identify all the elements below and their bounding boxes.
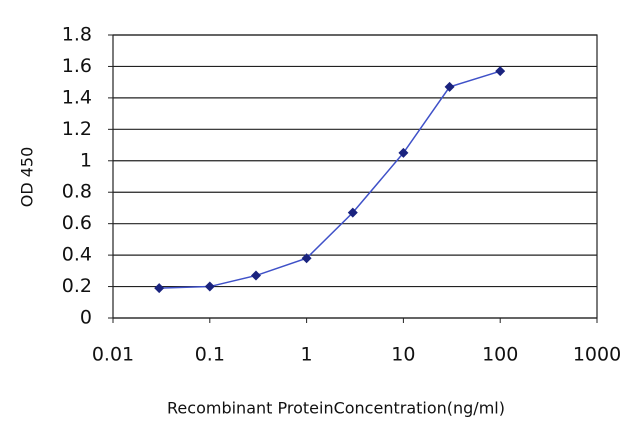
y-tick-label: 0.6 (62, 212, 92, 234)
y-tick-label: 1.6 (62, 55, 92, 77)
data-point (495, 66, 506, 77)
x-axis-label: Recombinant ProteinConcentration(ng/ml) (167, 399, 505, 418)
x-tick-label: 1 (301, 344, 313, 366)
y-tick-label: 1.4 (62, 86, 92, 108)
y-tick-label: 0.2 (62, 275, 92, 297)
plot-frame (112, 34, 598, 319)
y-tick-label: 1.2 (62, 118, 92, 140)
data-point (154, 283, 165, 294)
x-tick-label: 10 (391, 344, 415, 366)
y-tick-label: 0.4 (62, 244, 92, 266)
x-tick-label: 1000 (573, 344, 621, 366)
data-point (347, 207, 358, 218)
x-tick-label: 0.01 (92, 344, 134, 366)
y-tick-label: 1.8 (62, 24, 92, 46)
x-tick-label: 100 (482, 344, 518, 366)
data-point (444, 81, 455, 92)
y-tick-label: 0.8 (62, 181, 92, 203)
data-point (398, 147, 409, 158)
data-point (250, 270, 261, 281)
data-line (159, 70, 501, 289)
data-point (301, 253, 312, 264)
data-point (204, 281, 215, 292)
y-tick-label: 1 (80, 149, 92, 171)
y-tick-label: 0 (80, 307, 92, 329)
y-axis-label: OD 450 (18, 147, 37, 208)
x-tick-label: 0.1 (195, 344, 225, 366)
